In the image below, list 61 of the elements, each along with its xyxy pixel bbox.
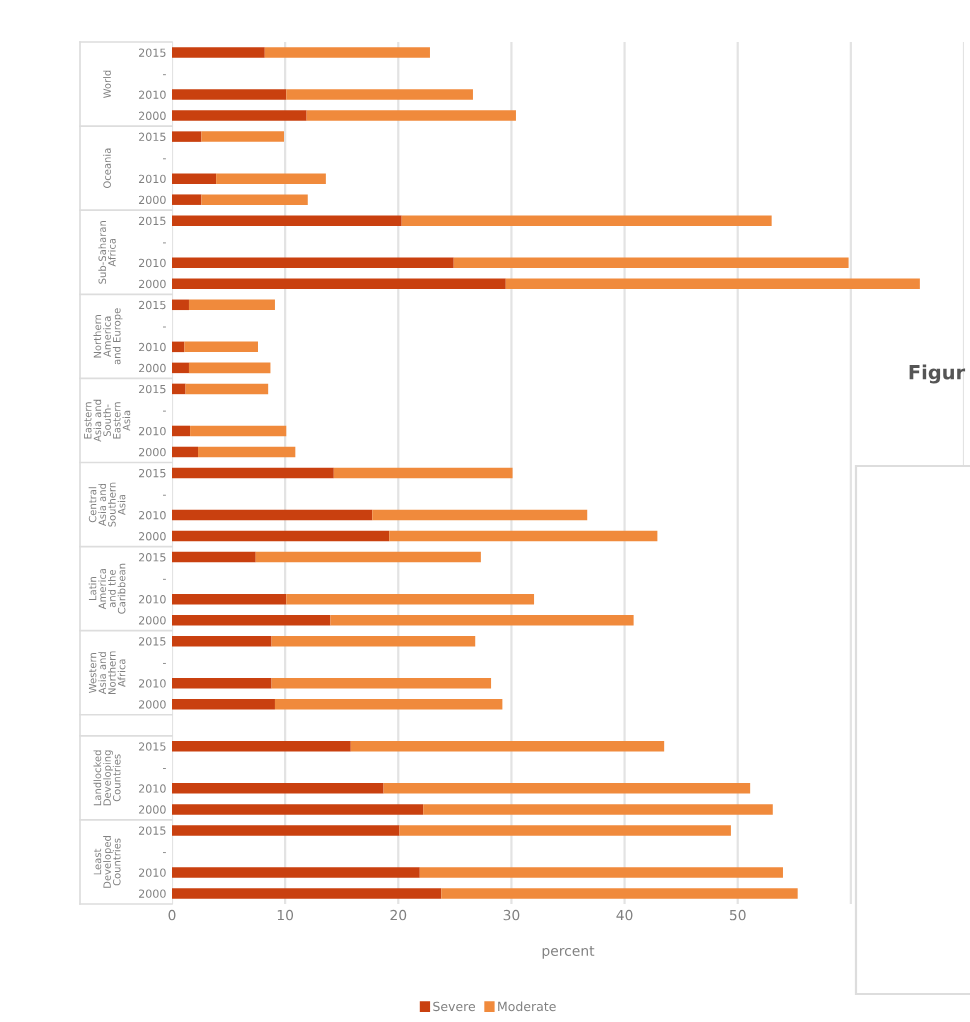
bar bbox=[172, 278, 506, 290]
bar bbox=[399, 825, 731, 836]
bar bbox=[419, 867, 783, 878]
bar bbox=[172, 509, 373, 521]
bar bbox=[216, 173, 326, 184]
bar bbox=[172, 467, 334, 479]
bar bbox=[172, 257, 454, 269]
bar bbox=[185, 383, 269, 395]
bar bbox=[271, 635, 476, 647]
bar bbox=[172, 194, 202, 205]
bar bbox=[333, 467, 513, 479]
bar bbox=[172, 47, 265, 58]
bar bbox=[389, 530, 658, 542]
bar bbox=[172, 804, 424, 815]
bar bbox=[172, 446, 199, 458]
bar bbox=[441, 888, 798, 899]
bar bbox=[172, 614, 331, 626]
bar bbox=[172, 131, 202, 142]
bar bbox=[172, 593, 287, 605]
bar bbox=[172, 173, 217, 184]
bar bbox=[201, 131, 285, 142]
bar bbox=[172, 635, 272, 647]
bar bbox=[172, 741, 351, 752]
bar bbox=[201, 194, 308, 205]
bar bbox=[184, 341, 258, 353]
bar bbox=[401, 215, 772, 226]
bar bbox=[330, 614, 634, 626]
bar bbox=[172, 110, 307, 121]
bar bbox=[172, 299, 189, 311]
bar bbox=[255, 551, 481, 563]
bar bbox=[172, 530, 390, 542]
bar bbox=[190, 425, 287, 437]
bar bbox=[188, 362, 271, 374]
bar bbox=[172, 341, 185, 353]
bar bbox=[172, 551, 256, 563]
bar bbox=[453, 257, 849, 269]
bar bbox=[172, 783, 384, 794]
bar bbox=[286, 593, 535, 605]
bar bbox=[172, 677, 272, 689]
bar bbox=[172, 89, 287, 100]
annotation: Figur bbox=[909, 364, 966, 384]
bar bbox=[172, 825, 400, 836]
bar bbox=[505, 278, 920, 290]
bar bbox=[306, 110, 516, 121]
bar bbox=[274, 699, 503, 710]
bar bbox=[172, 362, 189, 374]
bar bbox=[372, 509, 588, 521]
bar bbox=[264, 47, 430, 58]
bar bbox=[172, 888, 442, 899]
bar bbox=[286, 89, 473, 100]
bar bbox=[271, 677, 492, 689]
bar bbox=[423, 804, 773, 815]
bar bbox=[172, 699, 275, 710]
bar bbox=[172, 425, 191, 437]
bar bbox=[172, 383, 186, 395]
bar bbox=[198, 446, 296, 458]
bar bbox=[383, 783, 751, 794]
bar bbox=[172, 215, 402, 226]
bar bbox=[172, 867, 420, 878]
bar bbox=[188, 299, 275, 311]
bar bbox=[350, 741, 665, 752]
